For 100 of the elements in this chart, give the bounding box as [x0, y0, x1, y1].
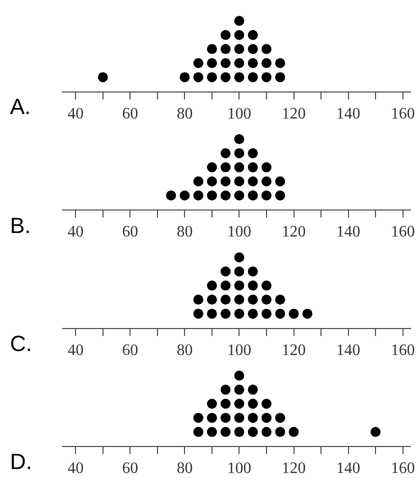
point	[206, 72, 217, 82]
point	[261, 398, 272, 409]
point	[220, 148, 231, 158]
point	[248, 398, 258, 409]
point	[248, 148, 258, 158]
point	[234, 134, 244, 144]
point	[220, 308, 231, 319]
x-tick-label: 160	[390, 105, 415, 122]
point	[261, 426, 272, 437]
point	[220, 266, 231, 276]
point	[248, 384, 258, 395]
point	[261, 308, 272, 319]
x-tick-label: 140	[336, 342, 360, 359]
point	[302, 308, 312, 319]
point	[206, 294, 217, 305]
point	[193, 176, 204, 186]
point	[248, 412, 258, 423]
point	[248, 280, 258, 291]
x-tick-label: 140	[336, 224, 360, 241]
point	[206, 162, 217, 172]
point	[248, 58, 258, 68]
point	[220, 162, 231, 172]
x-tick-label: 140	[336, 105, 360, 122]
x-tick-label: 60	[122, 224, 138, 241]
point	[288, 426, 299, 437]
text: B.	[10, 213, 31, 238]
point	[220, 176, 231, 186]
point	[220, 398, 231, 409]
point	[206, 308, 217, 319]
point	[193, 412, 204, 423]
x-tick-label: 100	[227, 105, 252, 122]
x-tick-label: 100	[227, 224, 252, 241]
point	[275, 412, 286, 423]
point	[234, 72, 244, 82]
point	[193, 190, 204, 200]
point	[275, 58, 286, 68]
x-tick-label: 160	[390, 342, 415, 359]
x-tick-label: 140	[336, 460, 360, 478]
point	[248, 190, 258, 200]
point	[220, 30, 231, 40]
point	[234, 370, 244, 381]
point	[220, 426, 231, 437]
point	[234, 252, 244, 262]
x-tick-label: 160	[390, 460, 415, 478]
point	[234, 44, 244, 54]
point	[220, 384, 231, 395]
x-tick-label: 40	[68, 224, 84, 241]
point	[193, 72, 204, 82]
point	[234, 58, 244, 68]
point	[261, 162, 272, 172]
point	[370, 426, 381, 437]
point	[261, 190, 272, 200]
point	[248, 30, 258, 40]
point	[248, 426, 258, 437]
point	[206, 398, 217, 409]
point	[193, 58, 204, 68]
point	[220, 58, 231, 68]
x-tick-label: 60	[122, 105, 138, 122]
point	[220, 280, 231, 291]
point	[220, 412, 231, 423]
text: D.	[10, 449, 32, 474]
point	[248, 44, 258, 54]
point	[275, 308, 286, 319]
point	[206, 58, 217, 68]
point	[206, 280, 217, 291]
x-tick-label: 80	[176, 224, 193, 241]
point	[234, 280, 244, 291]
point	[248, 72, 258, 82]
point	[234, 162, 244, 172]
point	[234, 384, 244, 395]
x-tick-label: 60	[122, 460, 138, 478]
x-tick-label: 120	[282, 342, 306, 359]
point	[234, 30, 244, 40]
point	[248, 176, 258, 186]
point	[275, 190, 286, 200]
point	[220, 44, 231, 54]
point	[234, 148, 244, 158]
point	[234, 266, 244, 276]
point	[261, 58, 272, 68]
point	[234, 426, 244, 437]
x-tick-label: 120	[282, 224, 306, 241]
point	[248, 266, 258, 276]
x-tick-label: 40	[68, 342, 84, 359]
point	[261, 412, 272, 423]
point	[220, 294, 231, 305]
point	[275, 72, 286, 82]
point	[248, 308, 258, 319]
text: C.	[10, 331, 32, 356]
point	[193, 308, 204, 319]
point	[234, 308, 244, 319]
text: A.	[10, 94, 31, 119]
point	[261, 280, 272, 291]
point	[288, 308, 299, 319]
point	[234, 16, 244, 26]
point	[275, 176, 286, 186]
point	[180, 190, 190, 200]
point	[206, 44, 217, 54]
x-tick-label: 100	[227, 460, 252, 478]
point	[261, 294, 272, 305]
x-tick-label: 60	[122, 342, 138, 359]
